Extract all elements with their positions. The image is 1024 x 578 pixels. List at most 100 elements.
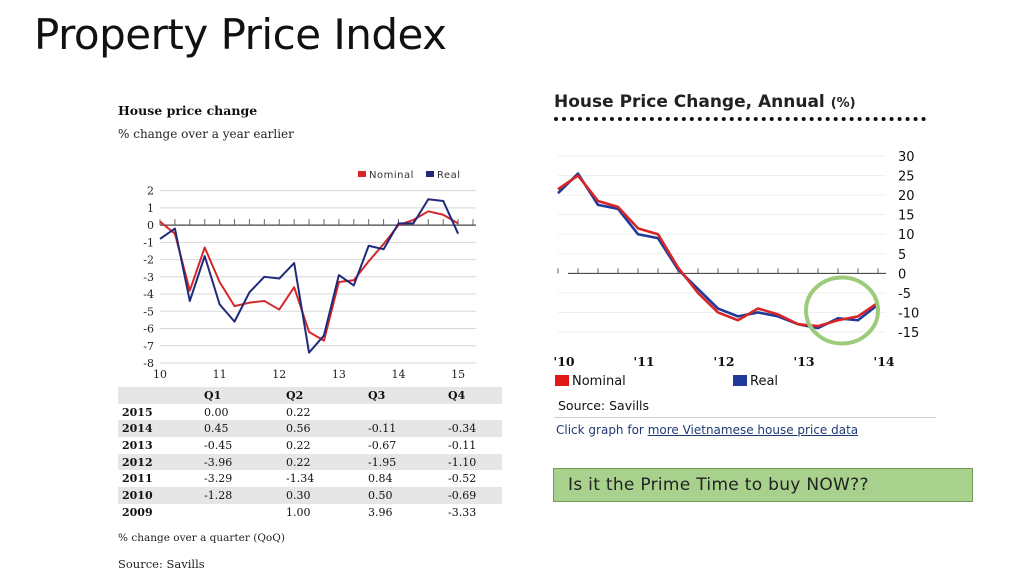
table-cell: 0.22 — [286, 438, 311, 452]
cta-banner: Is it the Prime Time to buy NOW?? — [553, 468, 973, 502]
table-year-cell: 2012 — [118, 453, 200, 471]
y-tick-label: 10 — [898, 228, 915, 243]
table-row: 2012 -3.96 0.22 -1.95 -1.10 — [118, 453, 502, 471]
x-tick-label: '14 — [873, 354, 895, 369]
table-cell: -0.52 — [448, 472, 477, 486]
table-cell: 0.56 — [282, 420, 364, 438]
x-tick-label: 10 — [153, 368, 167, 381]
legend-real-label: Real — [750, 374, 779, 389]
left-source: Source: Savills — [118, 557, 205, 571]
x-tick-label: '10 — [553, 354, 575, 369]
table-row: 2009 1.00 3.96 -3.33 — [118, 504, 502, 521]
table-cell: 1.00 — [286, 505, 311, 519]
table-year-cell: 2013 — [122, 438, 153, 452]
legend-real: Real — [733, 374, 778, 389]
y-tick-label: -4 — [143, 288, 154, 301]
y-tick-label: 5 — [898, 248, 906, 263]
legend-swatch-real — [426, 171, 434, 177]
highlight-circle — [804, 275, 880, 346]
series-line-nominal — [159, 210, 459, 342]
left-chart-subtitle: % change over a year earlier — [118, 127, 294, 141]
y-tick-label: 30 — [898, 150, 915, 165]
right-chart-title: House Price Change, Annual (%) — [554, 92, 856, 112]
legend-label-nominal: Nominal — [369, 170, 414, 181]
table-header-cell — [118, 387, 200, 404]
x-tick-label: 13 — [332, 368, 346, 381]
table-footnote: % change over a quarter (QoQ) — [118, 532, 285, 544]
y-tick-label: 25 — [898, 170, 915, 185]
table-cell: -1.34 — [286, 472, 315, 486]
link-prefix: Click graph for — [556, 423, 644, 437]
y-tick-label: -10 — [898, 306, 919, 321]
y-tick-label: -15 — [898, 326, 919, 341]
y-tick-label: -6 — [143, 323, 154, 336]
x-tick-label: 11 — [213, 368, 227, 381]
x-tick-label: 15 — [451, 368, 465, 381]
table-cell — [364, 404, 444, 421]
series-line-real — [159, 198, 460, 354]
table-row: 2010 -1.28 0.30 0.50 -0.69 — [118, 487, 502, 504]
table-cell: -1.10 — [444, 453, 502, 471]
legend-swatch-nominal — [358, 171, 366, 177]
y-tick-label: -5 — [143, 305, 154, 318]
table-row: 2014 0.45 0.56 -0.11 -0.34 — [118, 420, 502, 438]
y-tick-label: 1 — [147, 202, 154, 215]
table-year-cell: 2009 — [122, 505, 153, 519]
table-header-cell: Q1 — [200, 387, 282, 404]
table-cell: 3.96 — [368, 505, 393, 519]
table-cell: -3.33 — [448, 505, 477, 519]
x-tick-label: '13 — [793, 354, 814, 369]
x-tick-label: '11 — [633, 354, 654, 369]
link-line: Click graph for more Vietnamese house pr… — [556, 423, 858, 437]
table-year-cell: 2011 — [122, 472, 153, 486]
legend-nominal-label: Nominal — [572, 374, 626, 389]
table-row: 2013 -0.45 0.22 -0.67 -0.11 — [118, 437, 502, 454]
table-header-row: Q1 Q2 Q3 Q4 — [118, 387, 502, 404]
y-tick-label: -8 — [143, 357, 154, 370]
right-line-chart[interactable]: 30 25 20 15 10 5 0 -5 -10 -15 '10 '11 '12 '13 '14 — [548, 148, 928, 370]
table-cell: -0.11 — [364, 420, 444, 438]
title-dotted-rule — [554, 117, 926, 121]
right-chart-title-text: House Price Change, Annual — [554, 92, 825, 112]
x-tick-label: '12 — [713, 354, 734, 369]
table-cell: -0.34 — [444, 420, 502, 438]
table-cell: 0.45 — [200, 420, 282, 438]
y-tick-label: 0 — [898, 267, 906, 282]
series-line-nominal — [557, 174, 879, 328]
table-cell: -3.29 — [204, 472, 233, 486]
x-tick-label: 14 — [391, 368, 405, 381]
table-header-cell: Q4 — [444, 387, 502, 404]
table-year-cell: 2014 — [118, 420, 200, 438]
y-tick-label: 20 — [898, 189, 915, 204]
y-tick-label: -2 — [143, 254, 154, 267]
house-price-data-link[interactable]: more Vietnamese house price data — [647, 423, 859, 437]
table-cell — [200, 504, 282, 521]
right-source: Source: Savills — [558, 398, 650, 413]
table-cell: -0.45 — [204, 438, 233, 452]
y-tick-label: -5 — [898, 287, 911, 302]
y-tick-label: -3 — [143, 271, 154, 284]
table-row: 2011 -3.29 -1.34 0.84 -0.52 — [118, 470, 502, 487]
legend-nominal: Nominal — [555, 374, 626, 389]
quarterly-change-table: Q1 Q2 Q3 Q4 2015 0.00 0.22 2014 0.45 0.56 -0.11 -0.… — [118, 387, 502, 521]
legend-label-real: Real — [437, 170, 461, 181]
table-cell: -0.11 — [448, 438, 477, 452]
right-chart-title-unit: (%) — [830, 96, 856, 111]
plot-area — [160, 182, 476, 363]
left-chart-title: House price change — [118, 103, 258, 118]
y-tick-label: -1 — [143, 236, 154, 249]
y-tick-label: -7 — [143, 340, 154, 353]
table-cell: -3.96 — [200, 453, 282, 471]
table-year-cell: 2015 — [122, 405, 153, 419]
table-cell: 0.00 — [204, 405, 229, 419]
table-cell: -1.28 — [200, 487, 282, 504]
table-cell: 0.22 — [286, 405, 311, 419]
table-cell: 0.22 — [282, 453, 364, 471]
table-year-cell: 2010 — [118, 487, 200, 504]
table-header-cell: Q2 — [282, 387, 364, 404]
divider — [554, 417, 936, 418]
table-cell: 0.30 — [282, 487, 364, 504]
y-tick-label: 15 — [898, 209, 915, 224]
table-header-cell: Q3 — [364, 387, 444, 404]
